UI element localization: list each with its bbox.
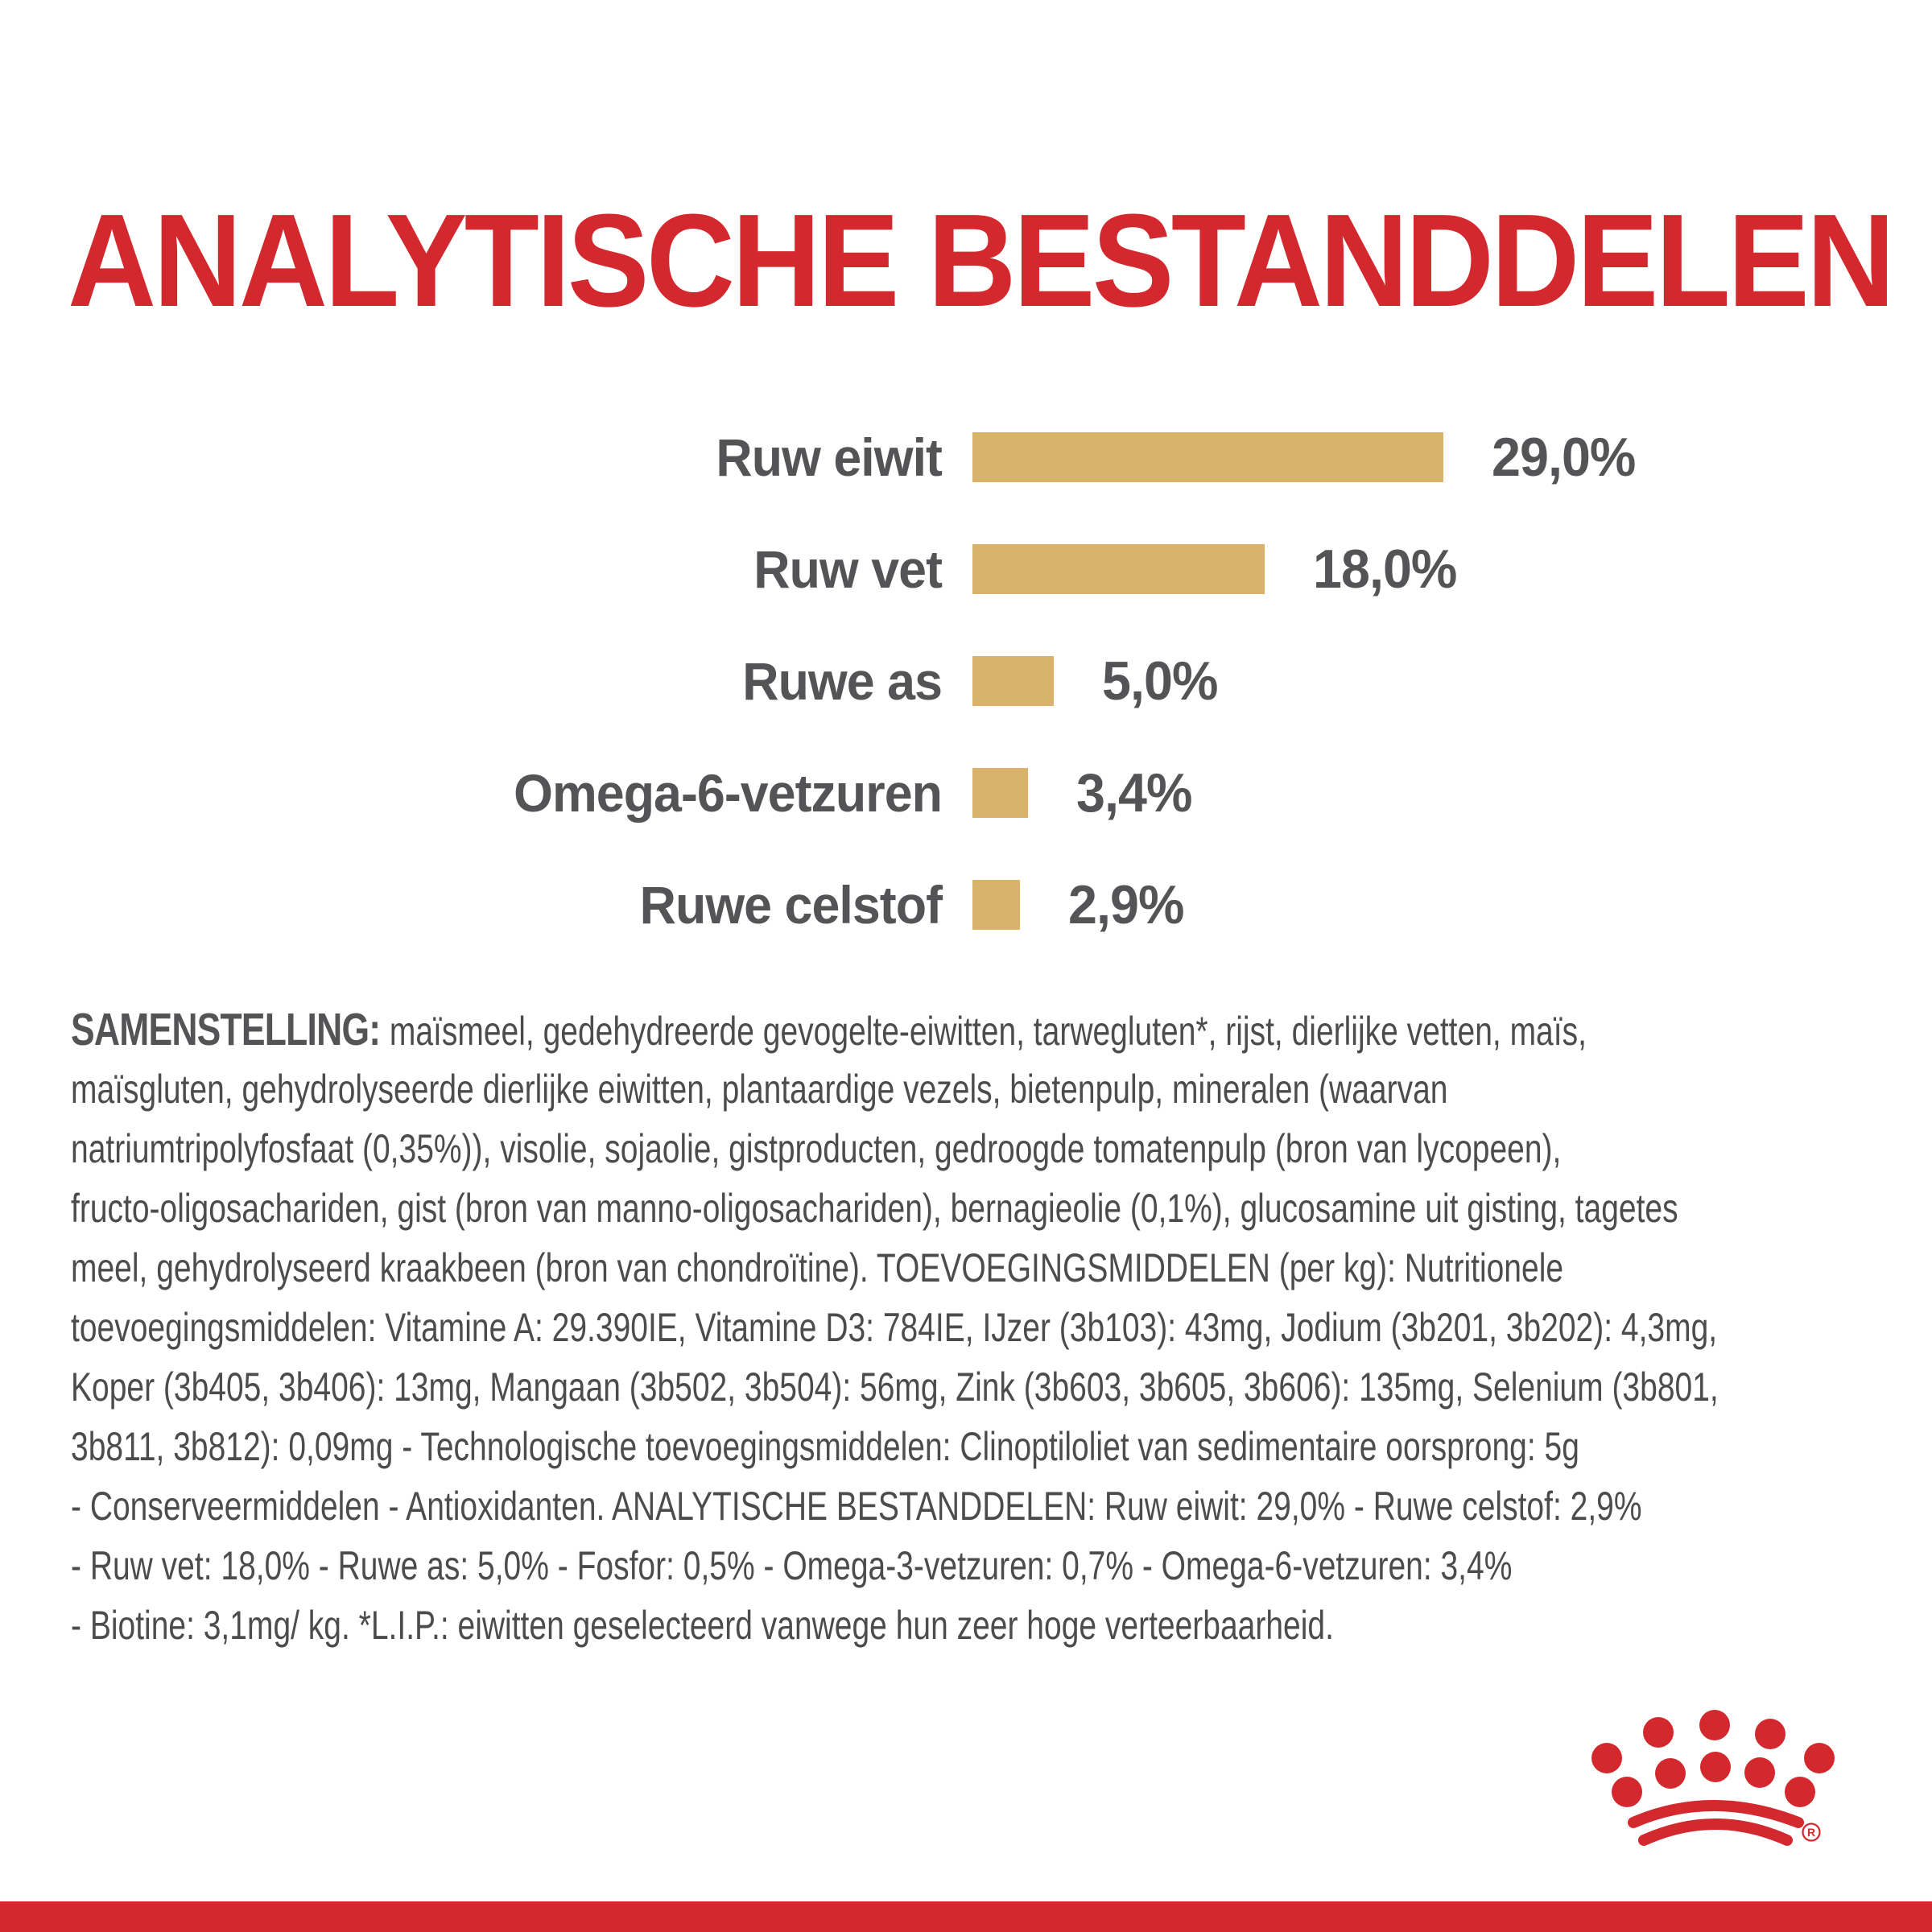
- composition-line: Koper (3b405, 3b406): 13mg, Mangaan (3b5…: [71, 1364, 1719, 1410]
- composition-line: maïsgluten, gehydrolyseerde dierlijke ei…: [71, 1067, 1448, 1112]
- bar-category-label: Ruw eiwit: [716, 427, 943, 487]
- composition-line: meel, gehydrolyseerd kraakbeen (bron van…: [71, 1245, 1564, 1290]
- bar-category-label: Ruwe as: [742, 651, 943, 711]
- chart-row: Ruw vet 18,0%: [0, 539, 1932, 600]
- bar-value-label: 2,9%: [1068, 874, 1184, 935]
- chart-row: Ruw eiwit 29,0%: [0, 427, 1932, 488]
- bar-category-label: Omega-6-vetzuren: [514, 763, 943, 823]
- footer-red-bar: [0, 1901, 1932, 1932]
- composition-line: - Conserveermiddelen - Antioxidanten. AN…: [71, 1484, 1642, 1529]
- composition-heading: SAMENSTELLING:: [71, 1004, 390, 1055]
- bar: [972, 768, 1028, 818]
- composition-line: 3b811, 3b812): 0,09mg - Technologische t…: [71, 1424, 1579, 1469]
- bar-value-label: 5,0%: [1102, 650, 1218, 712]
- royal-canin-crown-logo: R: [1591, 1710, 1835, 1846]
- bar: [972, 544, 1265, 594]
- registered-trademark-letter: R: [1807, 1826, 1815, 1839]
- chart-row: Ruwe as 5,0%: [0, 650, 1932, 712]
- composition-line: - Biotine: 3,1mg/ kg. *L.I.P.: eiwitten …: [71, 1603, 1334, 1648]
- composition-line: SAMENSTELLING: maïsmeel, gedehydreerde g…: [71, 1004, 1587, 1055]
- composition-line: fructo-oligosachariden, gist (bron van m…: [71, 1186, 1678, 1231]
- composition-line: natriumtripolyfosfaat (0,35%)), visolie,…: [71, 1126, 1562, 1171]
- bar-value-label: 18,0%: [1313, 539, 1457, 600]
- crown-icon: [1591, 1710, 1835, 1846]
- page-title: ANALYTISCHE BESTANDDELEN: [68, 186, 1895, 334]
- bar: [972, 432, 1443, 482]
- composition-line: - Ruw vet: 18,0% - Ruwe as: 5,0% - Fosfo…: [71, 1543, 1513, 1588]
- chart-row: Ruwe celstof 2,9%: [0, 874, 1932, 935]
- bar: [972, 880, 1020, 930]
- bar-category-label: Ruw vet: [753, 539, 943, 599]
- composition-line: toevoegingsmiddelen: Vitamine A: 29.390I…: [71, 1305, 1718, 1350]
- analytical-composition-chart: Ruw eiwit 29,0% Ruw vet 18,0% Ruwe as 5,0% Ome…: [0, 427, 1932, 1008]
- bar-value-label: 29,0%: [1492, 427, 1636, 488]
- bar-category-label: Ruwe celstof: [639, 875, 943, 935]
- composition-text: SAMENSTELLING: maïsmeel, gedehydreerde g…: [71, 1000, 1932, 1655]
- chart-row: Omega-6-vetzuren 3,4%: [0, 762, 1932, 824]
- bar-value-label: 3,4%: [1076, 762, 1192, 824]
- bar: [972, 656, 1054, 706]
- registered-trademark-icon: R: [1802, 1823, 1821, 1842]
